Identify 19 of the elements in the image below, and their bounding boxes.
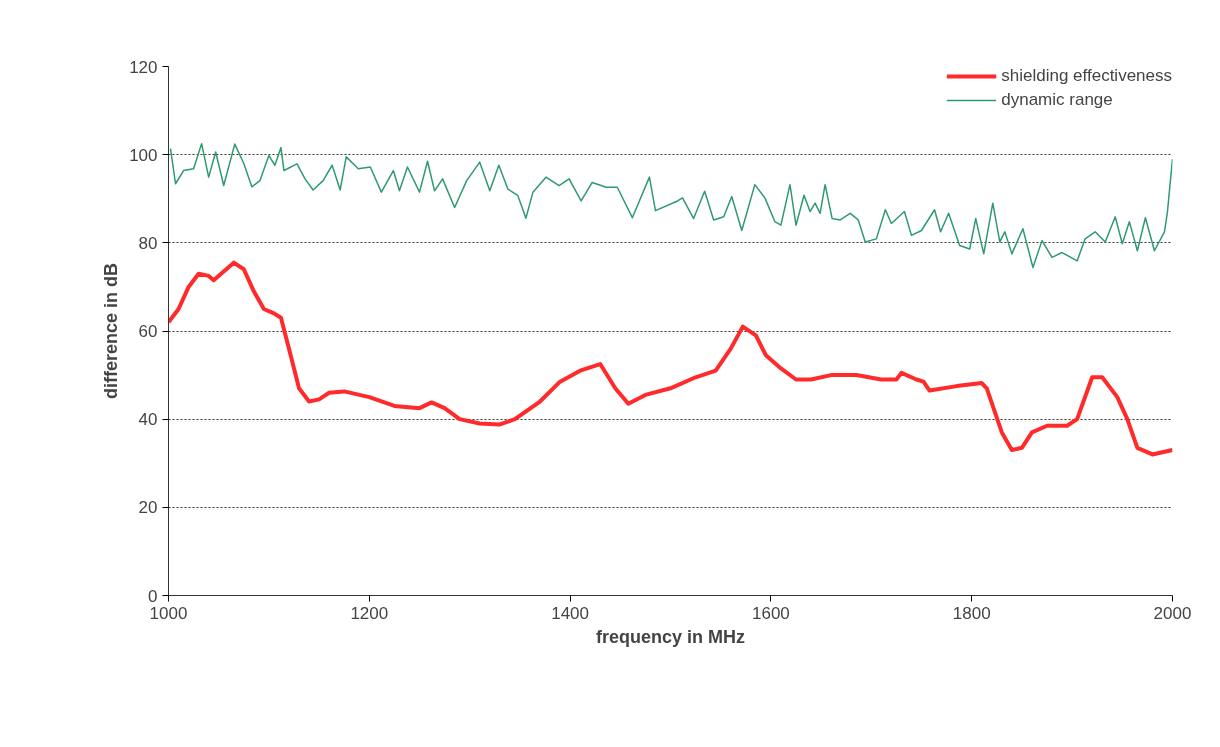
x-tick-label: 1400 [551,603,590,623]
x-tick-label: 1600 [751,603,790,623]
x-tick-label: 2000 [1153,603,1192,623]
x-tick-label: 1200 [350,603,389,623]
y-tick-label: 80 [138,233,158,253]
y-tick-label: 60 [138,322,158,341]
x-tick-label: 1000 [149,603,188,623]
legend-label: shielding effectiveness [1001,66,1172,86]
y-tick-label: 0 [148,586,158,606]
line-series [168,260,1173,457]
x-axis-title: frequency in MHz [595,626,746,647]
y-tick-label: 120 [129,57,158,77]
x-tick-label: 1800 [952,603,991,623]
line-series [169,142,1173,269]
y-tick-label: 100 [129,145,158,165]
y-axis-title: difference in dB [101,262,122,400]
legend-label: dynamic range [1001,90,1113,110]
y-tick-label: 20 [138,498,158,518]
y-tick-label: 40 [138,410,158,430]
